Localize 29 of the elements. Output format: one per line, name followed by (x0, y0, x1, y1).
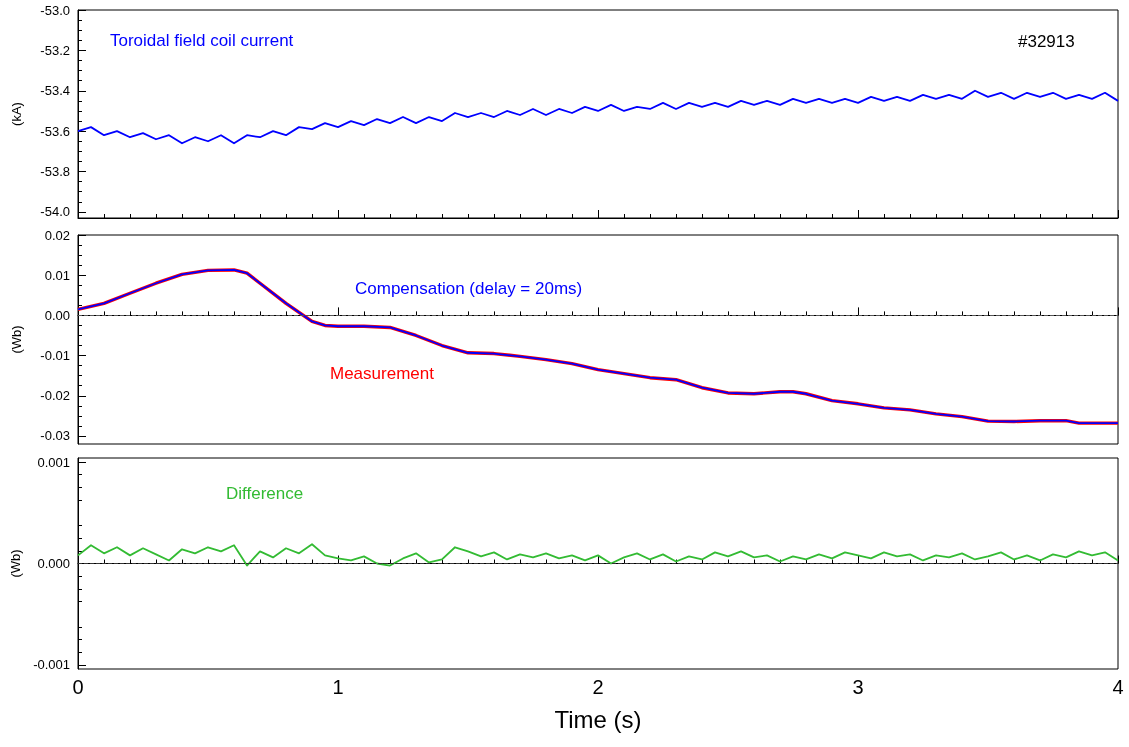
y-axis-title: (Wb) (9, 325, 24, 354)
y-tick-label: 0.02 (44, 227, 70, 243)
annotation: #32913 (1018, 32, 1075, 52)
x-tick-label: 2 (592, 676, 604, 698)
y-axis-title: (Wb) (8, 549, 24, 578)
y-axis-title: (kA) (9, 102, 24, 126)
y-tick-label: -53.6 (40, 123, 70, 139)
y-tick-label: 0.01 (44, 267, 70, 283)
y-tick-label: -0.01 (40, 348, 70, 364)
x-tick-label: 1 (332, 676, 344, 698)
y-tick-label: 0.001 (37, 454, 70, 470)
series-label: Measurement (330, 364, 435, 383)
x-tick-label: 0 (72, 676, 84, 698)
y-tick-label: -54.0 (40, 204, 70, 220)
x-axis-title: Time (s) (554, 705, 642, 733)
y-tick-label: -53.0 (40, 2, 70, 18)
y-tick-label: -0.03 (40, 428, 70, 444)
text: Difference (226, 484, 304, 503)
y-tick-label: -53.2 (40, 42, 70, 58)
y-tick-label: -0.02 (40, 388, 70, 404)
y-tick-label: 0.00 (44, 307, 70, 323)
series-label: Compensation (delay = 20ms) (355, 279, 583, 298)
y-tick-label: -53.4 (40, 83, 70, 99)
y-tick-label: 0.000 (37, 556, 70, 571)
y-tick-label: -0.001 (33, 657, 70, 673)
x-tick-label: 4 (1112, 676, 1124, 698)
text: Toroidal field coil current (110, 31, 294, 50)
x-tick-label: 3 (852, 676, 864, 698)
y-tick-label: -53.8 (40, 164, 70, 180)
